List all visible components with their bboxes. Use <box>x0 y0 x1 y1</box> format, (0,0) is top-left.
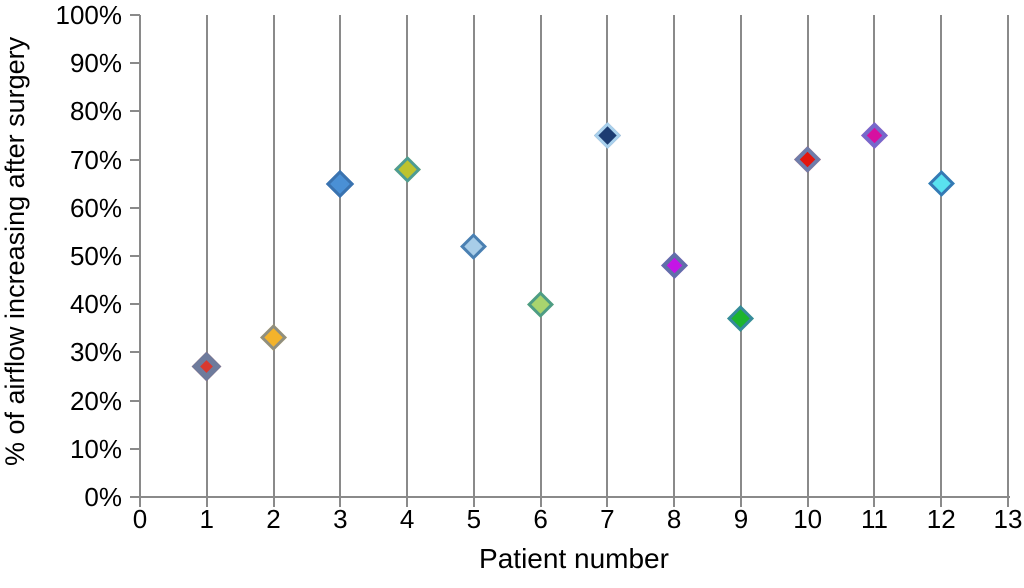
gridline-x-9 <box>739 15 742 497</box>
gridline-x-4 <box>406 15 409 497</box>
y-tick-label-90: 90% <box>69 48 122 79</box>
x-tick-label-0: 0 <box>132 504 148 534</box>
x-tick-13 <box>1007 497 1009 507</box>
x-tick-label-6: 6 <box>533 504 548 534</box>
y-tick-50 <box>130 255 140 257</box>
y-tick-label-70: 70% <box>69 144 122 175</box>
y-tick-label-100: 100% <box>55 0 123 30</box>
gridline-x-3 <box>339 15 342 497</box>
y-tick-60 <box>130 206 140 209</box>
gridline-x-2 <box>272 15 275 497</box>
x-tick-0 <box>139 497 141 507</box>
y-tick-70 <box>130 158 140 161</box>
x-tick-7 <box>606 497 609 507</box>
gridline-x-1 <box>205 15 208 497</box>
y-tick-10 <box>130 447 140 450</box>
x-tick-2 <box>272 497 275 507</box>
x-tick-5 <box>472 497 475 507</box>
y-tick-100 <box>130 14 140 16</box>
x-tick-8 <box>673 497 676 507</box>
x-tick-label-1: 1 <box>199 504 214 534</box>
x-axis-title: Patient number <box>479 543 669 574</box>
y-tick-label-40: 40% <box>69 289 122 320</box>
y-tick-40 <box>130 303 140 306</box>
y-tick-30 <box>130 351 140 354</box>
x-tick-label-13: 13 <box>993 504 1023 534</box>
x-tick-label-2: 2 <box>266 504 281 534</box>
gridline-x-10 <box>806 15 809 497</box>
y-tick-label-80: 80% <box>69 96 122 127</box>
y-tick-label-50: 50% <box>69 241 122 271</box>
x-tick-9 <box>739 497 742 507</box>
gridline-x-13 <box>1007 15 1009 497</box>
y-tick-label-20: 20% <box>69 385 122 416</box>
x-tick-1 <box>205 497 208 507</box>
y-tick-label-10: 10% <box>69 433 122 464</box>
y-tick-label-30: 30% <box>69 337 122 368</box>
gridline-x-12 <box>940 15 943 497</box>
y-tick-80 <box>130 110 140 113</box>
x-axis-line <box>139 496 1010 498</box>
x-tick-label-4: 4 <box>399 504 415 534</box>
x-tick-6 <box>539 497 542 507</box>
x-tick-10 <box>806 497 809 507</box>
x-tick-label-10: 10 <box>793 504 823 534</box>
plot-area <box>140 15 1009 497</box>
y-tick-label-0: 0% <box>84 482 122 512</box>
y-tick-0 <box>130 496 140 498</box>
y-tick-20 <box>130 399 140 402</box>
x-tick-label-7: 7 <box>600 504 615 534</box>
x-tick-11 <box>873 497 876 507</box>
gridline-x-7 <box>606 15 609 497</box>
gridline-x-11 <box>873 15 876 497</box>
x-tick-label-8: 8 <box>666 504 682 534</box>
y-tick-label-60: 60% <box>69 192 122 223</box>
x-tick-label-11: 11 <box>860 504 888 534</box>
x-tick-label-9: 9 <box>733 504 749 534</box>
x-tick-label-12: 12 <box>926 504 956 534</box>
x-tick-12 <box>940 497 943 507</box>
gridline-x-6 <box>539 15 542 497</box>
x-tick-label-3: 3 <box>333 504 348 534</box>
y-axis-line <box>139 15 141 499</box>
x-tick-3 <box>339 497 342 507</box>
x-tick-4 <box>406 497 409 507</box>
x-tick-label-5: 5 <box>466 504 482 534</box>
y-tick-90 <box>130 62 140 65</box>
